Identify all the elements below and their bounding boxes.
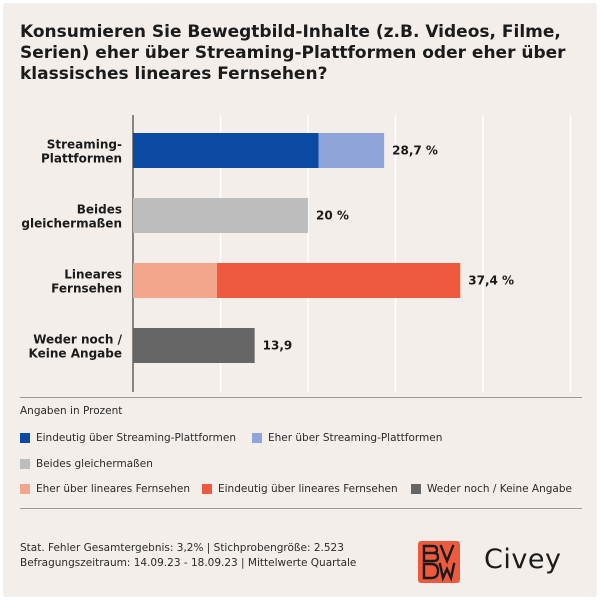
bvdw-logo bbox=[418, 541, 460, 583]
legend-swatch bbox=[20, 484, 30, 494]
legend-label: Weder noch / Keine Angabe bbox=[427, 483, 572, 495]
civey-logo: Civey bbox=[484, 544, 562, 575]
bvdw-logo-mark bbox=[422, 544, 456, 582]
units-note: Angaben in Prozent bbox=[20, 405, 123, 417]
category-label: Beides bbox=[77, 203, 122, 217]
legend-swatch bbox=[411, 484, 421, 494]
value-label: 28,7 % bbox=[392, 144, 438, 158]
value-label: 20 % bbox=[316, 209, 349, 223]
legend-item: Eher über Streaming-Plattformen bbox=[252, 432, 442, 444]
bar-segment bbox=[217, 263, 461, 298]
category-label: gleichermaßen bbox=[21, 217, 122, 231]
divider-top bbox=[20, 397, 582, 398]
category-label: Weder noch / bbox=[33, 333, 122, 347]
legend-swatch bbox=[20, 433, 30, 443]
legend-swatch bbox=[202, 484, 212, 494]
legend-item: Beides gleichermaßen bbox=[20, 458, 153, 470]
legend-swatch bbox=[20, 459, 30, 469]
footer-line-error: Stat. Fehler Gesamtergebnis: 3,2% | Stic… bbox=[20, 542, 344, 554]
bar-segment bbox=[318, 133, 385, 168]
legend-label: Beides gleichermaßen bbox=[36, 458, 153, 470]
legend-item: Weder noch / Keine Angabe bbox=[411, 483, 572, 495]
category-label: Plattformen bbox=[41, 152, 122, 166]
divider-bottom bbox=[20, 508, 582, 509]
category-label: Streaming- bbox=[47, 138, 122, 152]
legend-label: Eher über Streaming-Plattformen bbox=[268, 432, 443, 444]
chart-title: Konsumieren Sie Bewegtbild-Inhalte (z.B.… bbox=[20, 22, 566, 84]
legend-swatch bbox=[252, 433, 262, 443]
category-label: Lineares bbox=[64, 268, 122, 282]
category-label: Fernsehen bbox=[51, 282, 122, 296]
bar-segment bbox=[133, 263, 217, 298]
chart-card bbox=[3, 3, 597, 597]
category-label: Keine Angabe bbox=[29, 347, 122, 361]
legend-label: Eher über lineares Fernsehen bbox=[36, 483, 190, 495]
value-label: 13,9 bbox=[263, 339, 293, 353]
legend-label: Eindeutig über lineares Fernsehen bbox=[218, 483, 398, 495]
legend-item: Eher über lineares Fernsehen bbox=[20, 483, 190, 495]
bar-segment bbox=[133, 133, 319, 168]
footer-info: Stat. Fehler Gesamtergebnis: 3,2% | Stic… bbox=[20, 541, 356, 571]
value-label: 37,4 % bbox=[468, 274, 514, 288]
bar-segment bbox=[133, 328, 255, 363]
bar-chart: 28,7 % Streaming-Plattformen 20 % Beidesgle… bbox=[21, 115, 572, 392]
legend-item: Eindeutig über lineares Fernsehen bbox=[202, 483, 398, 495]
legend-label: Eindeutig über Streaming-Plattformen bbox=[36, 432, 236, 444]
legend-item: Eindeutig über Streaming-Plattformen bbox=[20, 432, 236, 444]
footer-line-period: Befragungszeitraum: 14.09.23 - 18.09.23 … bbox=[20, 557, 357, 569]
bar-segment bbox=[133, 198, 308, 233]
